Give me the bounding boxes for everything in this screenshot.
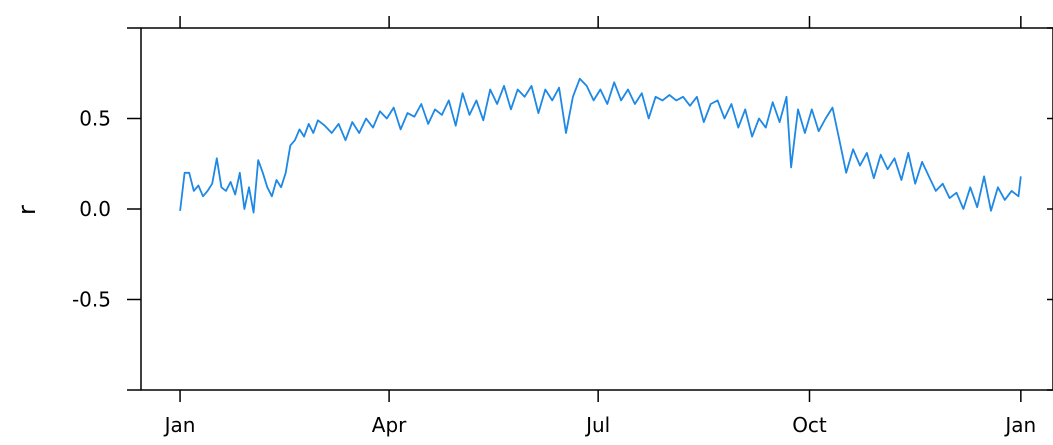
y-axis-label: r — [13, 205, 41, 215]
x-tick-label: Oct — [792, 413, 827, 437]
x-tick-label: Jan — [163, 413, 196, 437]
plot-frame — [140, 27, 1053, 391]
x-tick-label: Jan — [1003, 413, 1036, 437]
y-axis: -0.5 0.0 0.5 — [72, 27, 1053, 391]
y-tick-label: 0.0 — [79, 197, 111, 221]
series-line — [179, 77, 1022, 214]
x-tick-label: Apr — [372, 413, 407, 437]
y-tick-label: -0.5 — [72, 288, 111, 312]
x-axis: Jan Apr Jul Oct Jan — [163, 16, 1036, 437]
x-tick-label: Jul — [584, 413, 610, 437]
y-tick-label: 0.5 — [79, 107, 111, 131]
